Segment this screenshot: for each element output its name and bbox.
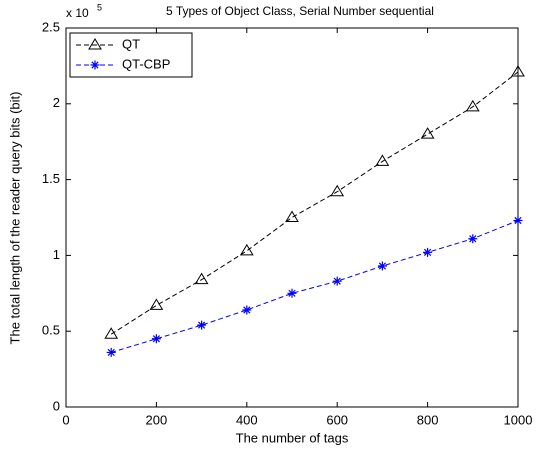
marker [106, 347, 116, 357]
y-tick-label: 1.5 [42, 171, 60, 186]
y-tick-label: 2.5 [42, 19, 60, 34]
marker [242, 305, 252, 315]
series-line [111, 220, 519, 353]
marker [420, 127, 435, 139]
x-tick-label: 600 [326, 412, 348, 427]
marker [330, 184, 345, 197]
marker [194, 272, 209, 285]
marker [468, 234, 478, 244]
x-tick-label: 0 [62, 412, 69, 427]
legend-label: QT-CBP [122, 56, 170, 71]
chart-title: 5 Types of Object Class, Serial Number s… [166, 4, 434, 18]
y-scale-exponent: 5 [97, 2, 102, 12]
x-axis-label: The number of tags [236, 430, 349, 445]
marker [375, 154, 390, 166]
series-line [110, 71, 519, 335]
legend: QT QT-CBP [69, 32, 193, 78]
marker [239, 243, 254, 256]
marker [88, 38, 102, 50]
marker [197, 320, 207, 330]
marker [287, 288, 297, 298]
legend-box [69, 32, 193, 78]
y-tick-label: 2 [53, 95, 60, 110]
marker [332, 276, 342, 286]
marker [149, 298, 164, 310]
x-tick-label: 400 [236, 412, 258, 427]
marker [511, 64, 525, 77]
x-tick-label: 800 [417, 412, 439, 427]
marker [285, 210, 299, 222]
y-axis-label: The total length of the reader query bit… [7, 92, 22, 345]
marker [104, 327, 119, 339]
legend-label: QT [122, 36, 140, 51]
marker [90, 60, 100, 70]
x-tick-label: 200 [146, 412, 168, 427]
marker [151, 334, 161, 344]
marker [377, 261, 387, 271]
y-scale-base: x 10 [66, 6, 89, 20]
y-tick-label: 0.5 [42, 323, 60, 338]
marker [423, 247, 433, 257]
x-tick-label: 1000 [504, 412, 533, 427]
marker [465, 99, 480, 112]
marker [513, 216, 523, 226]
y-tick-label: 0 [53, 398, 60, 413]
y-tick-label: 1 [53, 247, 60, 262]
